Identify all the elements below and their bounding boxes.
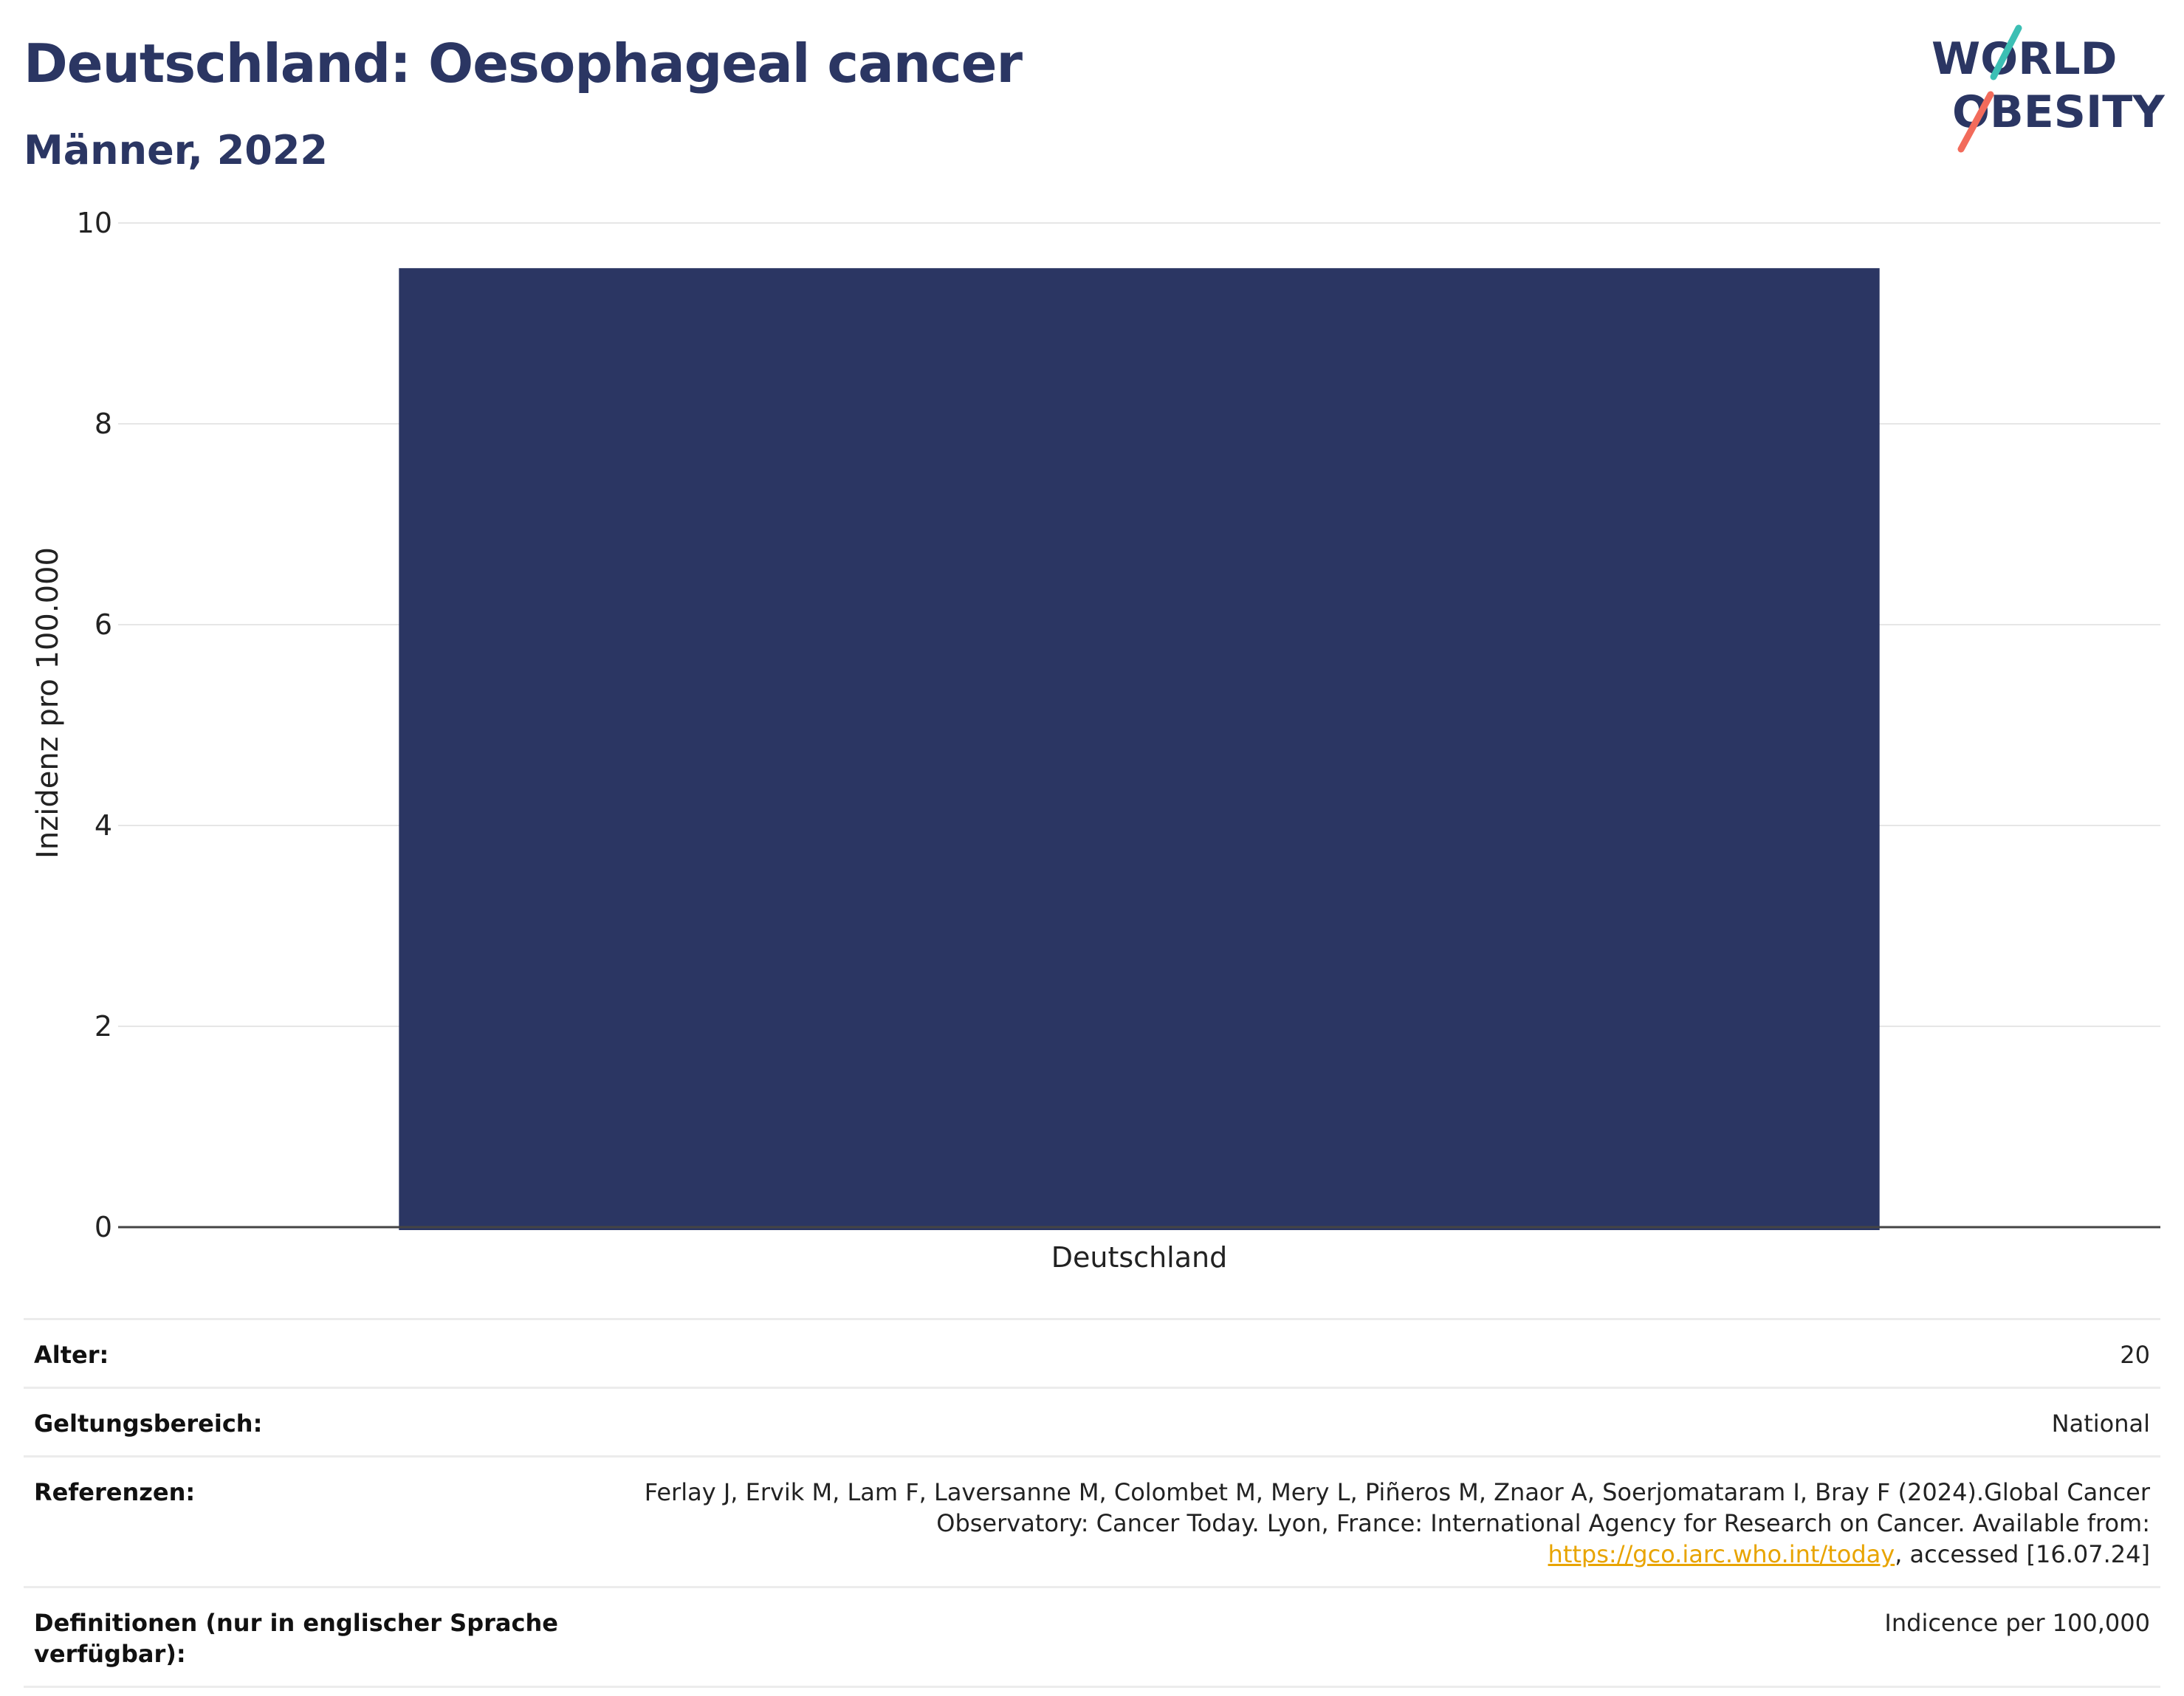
info-row-references: Referenzen: Ferlay J, Ervik M, Lam F, La… <box>24 1455 2160 1586</box>
logo-line1: WORLD <box>1931 33 2117 85</box>
age-label: Alter: <box>34 1341 109 1369</box>
info-table: Alter: 20 Geltungsbereich: National Refe… <box>24 1318 2160 1688</box>
y-tick-label: 2 <box>95 1010 112 1043</box>
references-text: Ferlay J, Ervik M, Lam F, Laversanne M, … <box>644 1478 2150 1537</box>
references-value: Ferlay J, Ervik M, Lam F, Laversanne M, … <box>600 1477 2150 1570</box>
info-row-scope: Geltungsbereich: National <box>24 1387 2160 1455</box>
info-row-definitions: Definitionen (nur in englischer Sprache … <box>24 1586 2160 1688</box>
logo-slash-coral <box>1957 91 1994 153</box>
bar-chart: 0 2 4 6 8 10 Deutschland Inzidenz pro 100.000 <box>31 207 2160 1274</box>
chart-title: Deutschland: Oesophageal cancer <box>24 32 1023 95</box>
y-tick-label: 4 <box>95 809 112 842</box>
age-value: 20 <box>2120 1341 2150 1369</box>
world-obesity-logo: WORLD OBESITY <box>1931 24 2166 153</box>
references-link[interactable]: https://gco.iarc.who.int/today <box>1548 1540 1895 1568</box>
chart-subtitle: Männer, 2022 <box>24 127 328 174</box>
axes: 0 2 4 6 8 10 Deutschland Inzidenz pro 100.000 <box>31 207 2160 1274</box>
y-tick-label: 6 <box>95 608 112 641</box>
x-tick-label: Deutschland <box>1051 1241 1227 1274</box>
references-text-end: , accessed [16.07.24] <box>1895 1540 2150 1568</box>
references-label: Referenzen: <box>34 1478 196 1506</box>
y-tick-label: 10 <box>77 207 112 239</box>
logo-slash-teal <box>1990 24 2022 80</box>
definitions-label: Definitionen (nur in englischer Sprache … <box>34 1609 558 1668</box>
bar-deutschland[interactable] <box>399 268 1880 1231</box>
scope-label: Geltungsbereich: <box>34 1410 263 1438</box>
y-tick-label: 8 <box>95 408 112 440</box>
y-tick-label: 0 <box>95 1211 112 1243</box>
bars <box>399 268 1880 1231</box>
definitions-value: Indicence per 100,000 <box>1884 1609 2150 1637</box>
info-row-age: Alter: 20 <box>24 1318 2160 1387</box>
scope-value: National <box>2051 1410 2150 1438</box>
y-axis-title: Inzidenz pro 100.000 <box>31 547 65 859</box>
